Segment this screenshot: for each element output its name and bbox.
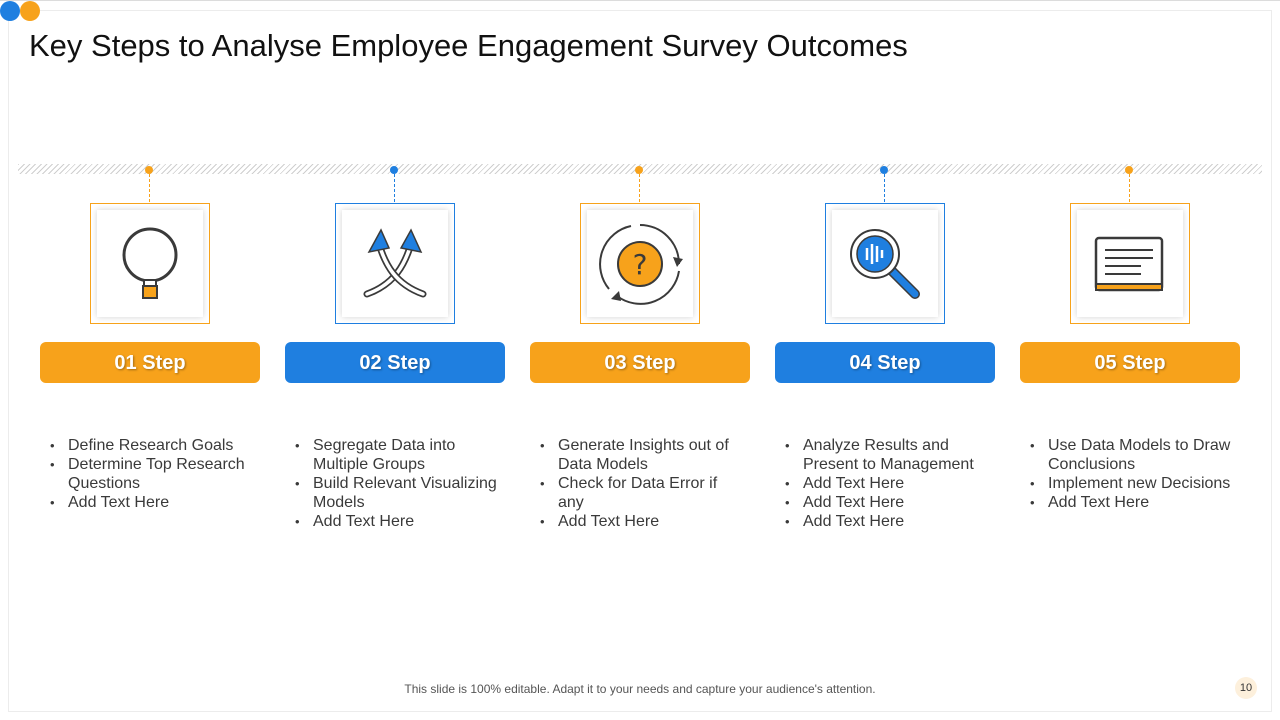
list-item: Add Text Here <box>785 493 991 512</box>
step-label: 02 Step <box>285 342 505 383</box>
crossed-arrows-icon <box>363 227 427 297</box>
list-item: Define Research Goals <box>50 436 256 455</box>
step-label: 05 Step <box>1020 342 1240 383</box>
top-rule <box>0 0 1280 1</box>
list-item: Add Text Here <box>1030 493 1236 512</box>
timeline-connector <box>148 174 150 202</box>
bullet-list: Analyze Results and Present to Managemen… <box>785 436 991 531</box>
step-label: 03 Step <box>530 342 750 383</box>
list-item: Add Text Here <box>785 474 991 493</box>
list-item: Generate Insights out of Data Models <box>540 436 746 474</box>
page-title: Key Steps to Analyse Employee Engagement… <box>29 28 908 63</box>
timeline-connector <box>1128 174 1130 202</box>
list-item: Add Text Here <box>540 512 746 531</box>
timeline-pin <box>1125 166 1133 174</box>
list-item: Check for Data Error if any <box>540 474 746 512</box>
icon-frame <box>90 203 210 324</box>
list-item: Add Text Here <box>50 493 256 512</box>
step-card-5: 05 Step Use Data Models to Draw Conclusi… <box>1020 164 1240 596</box>
icon-frame <box>825 203 945 324</box>
icon-frame <box>335 203 455 324</box>
step-card-2: 02 Step Segregate Data into Multiple Gro… <box>285 164 505 596</box>
bullet-list: Segregate Data into Multiple Groups Buil… <box>295 436 501 531</box>
step-card-3: ? 03 Step Generate Insights out of Data … <box>530 164 750 596</box>
timeline-pin <box>145 166 153 174</box>
bullet-list: Define Research Goals Determine Top Rese… <box>50 436 256 512</box>
timeline-pin <box>390 166 398 174</box>
timeline-connector <box>393 174 395 202</box>
bullet-list: Generate Insights out of Data Models Che… <box>540 436 746 531</box>
icon-frame: ? <box>580 203 700 324</box>
svg-text:?: ? <box>633 248 648 281</box>
list-item: Add Text Here <box>785 512 991 531</box>
magnifier-icon <box>122 227 178 299</box>
question-cycle-icon: ? <box>599 223 683 305</box>
icon-frame <box>1070 203 1190 324</box>
list-item: Implement new Decisions <box>1030 474 1236 493</box>
timeline-pin <box>880 166 888 174</box>
step-card-4: 04 Step Analyze Results and Present to M… <box>775 164 995 596</box>
data-search-icon <box>850 228 920 299</box>
step-label: 01 Step <box>40 342 260 383</box>
timeline-pin <box>635 166 643 174</box>
timeline-connector <box>883 174 885 202</box>
decor-dot-blue <box>0 1 20 21</box>
document-icon <box>1094 236 1164 291</box>
step-card-1: 01 Step Define Research Goals Determine … <box>40 164 260 596</box>
footer-note: This slide is 100% editable. Adapt it to… <box>404 682 876 696</box>
list-item: Build Relevant Visualizing Models <box>295 474 501 512</box>
bullet-list: Use Data Models to Draw Conclusions Impl… <box>1030 436 1236 512</box>
step-label: 04 Step <box>775 342 995 383</box>
list-item: Segregate Data into Multiple Groups <box>295 436 501 474</box>
list-item: Analyze Results and Present to Managemen… <box>785 436 991 474</box>
list-item: Add Text Here <box>295 512 501 531</box>
list-item: Determine Top Research Questions <box>50 455 256 493</box>
page-number: 10 <box>1235 677 1257 699</box>
decor-dot-orange <box>20 1 40 21</box>
list-item: Use Data Models to Draw Conclusions <box>1030 436 1236 474</box>
timeline-connector <box>638 174 640 202</box>
